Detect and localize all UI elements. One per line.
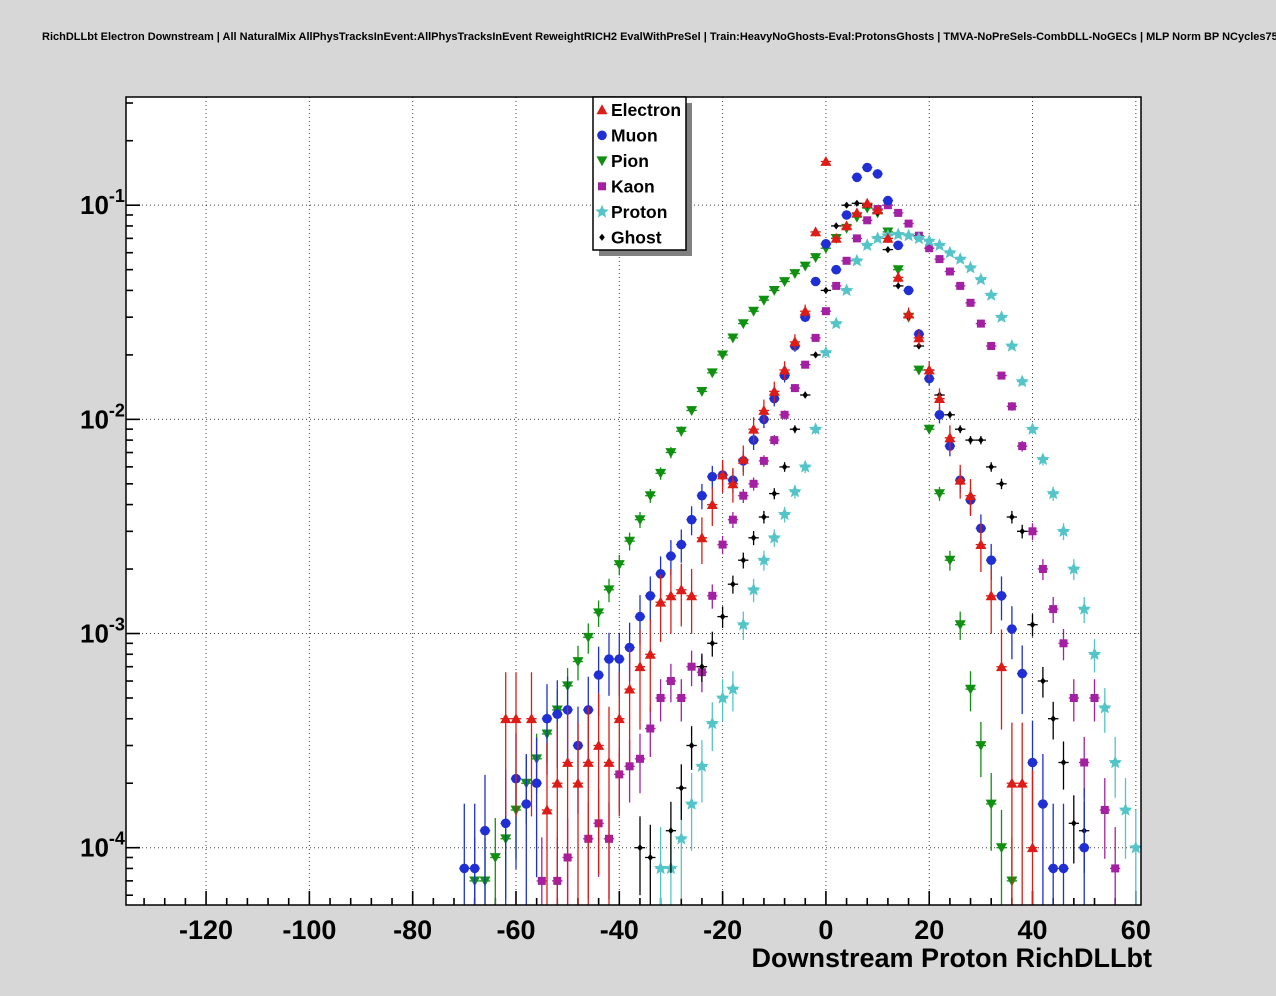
- legend: Electron Muon Pion Kaon Proton Ghost: [592, 96, 692, 256]
- legend-label: Pion: [611, 151, 649, 171]
- svg-text:10-1: 10-1: [80, 186, 125, 220]
- legend-item-proton: Proton: [595, 202, 667, 222]
- series-proton: [653, 227, 1143, 905]
- svg-text:-80: -80: [393, 915, 432, 945]
- svg-text:0: 0: [818, 915, 833, 945]
- legend-item-ghost: Ghost: [599, 227, 662, 247]
- x-axis-title: Downstream Proton RichDLLbt: [751, 943, 1152, 973]
- svg-text:-20: -20: [703, 915, 742, 945]
- svg-text:60: 60: [1121, 915, 1151, 945]
- legend-label: Ghost: [611, 227, 662, 247]
- svg-text:40: 40: [1018, 915, 1048, 945]
- svg-text:-120: -120: [179, 915, 233, 945]
- legend-item-muon: Muon: [597, 125, 658, 145]
- legend-item-kaon: Kaon: [598, 176, 655, 196]
- y-tick-labels: 10-1 10-2 10-3 10-4: [80, 186, 125, 863]
- canvas-title: RichDLLbt Electron Downstream | All Natu…: [42, 31, 1276, 43]
- legend-item-electron: Electron: [596, 100, 681, 120]
- svg-text:10-2: 10-2: [80, 400, 125, 434]
- svg-text:-100: -100: [282, 915, 336, 945]
- legend-label: Muon: [611, 125, 658, 145]
- svg-text:-60: -60: [496, 915, 535, 945]
- legend-label: Kaon: [611, 176, 655, 196]
- x-tick-labels: -120 -100 -80 -60 -40 -20 0 20 40 60: [179, 915, 1151, 945]
- svg-text:10-3: 10-3: [80, 615, 125, 649]
- series-pion: [469, 203, 1018, 905]
- svg-text:10-4: 10-4: [80, 829, 125, 863]
- svg-text:-40: -40: [600, 915, 639, 945]
- legend-label: Electron: [611, 100, 681, 120]
- grid: [126, 97, 1141, 905]
- legend-label: Proton: [611, 202, 667, 222]
- legend-item-pion: Pion: [596, 151, 649, 171]
- svg-text:20: 20: [914, 915, 944, 945]
- series-electron: [500, 156, 1038, 905]
